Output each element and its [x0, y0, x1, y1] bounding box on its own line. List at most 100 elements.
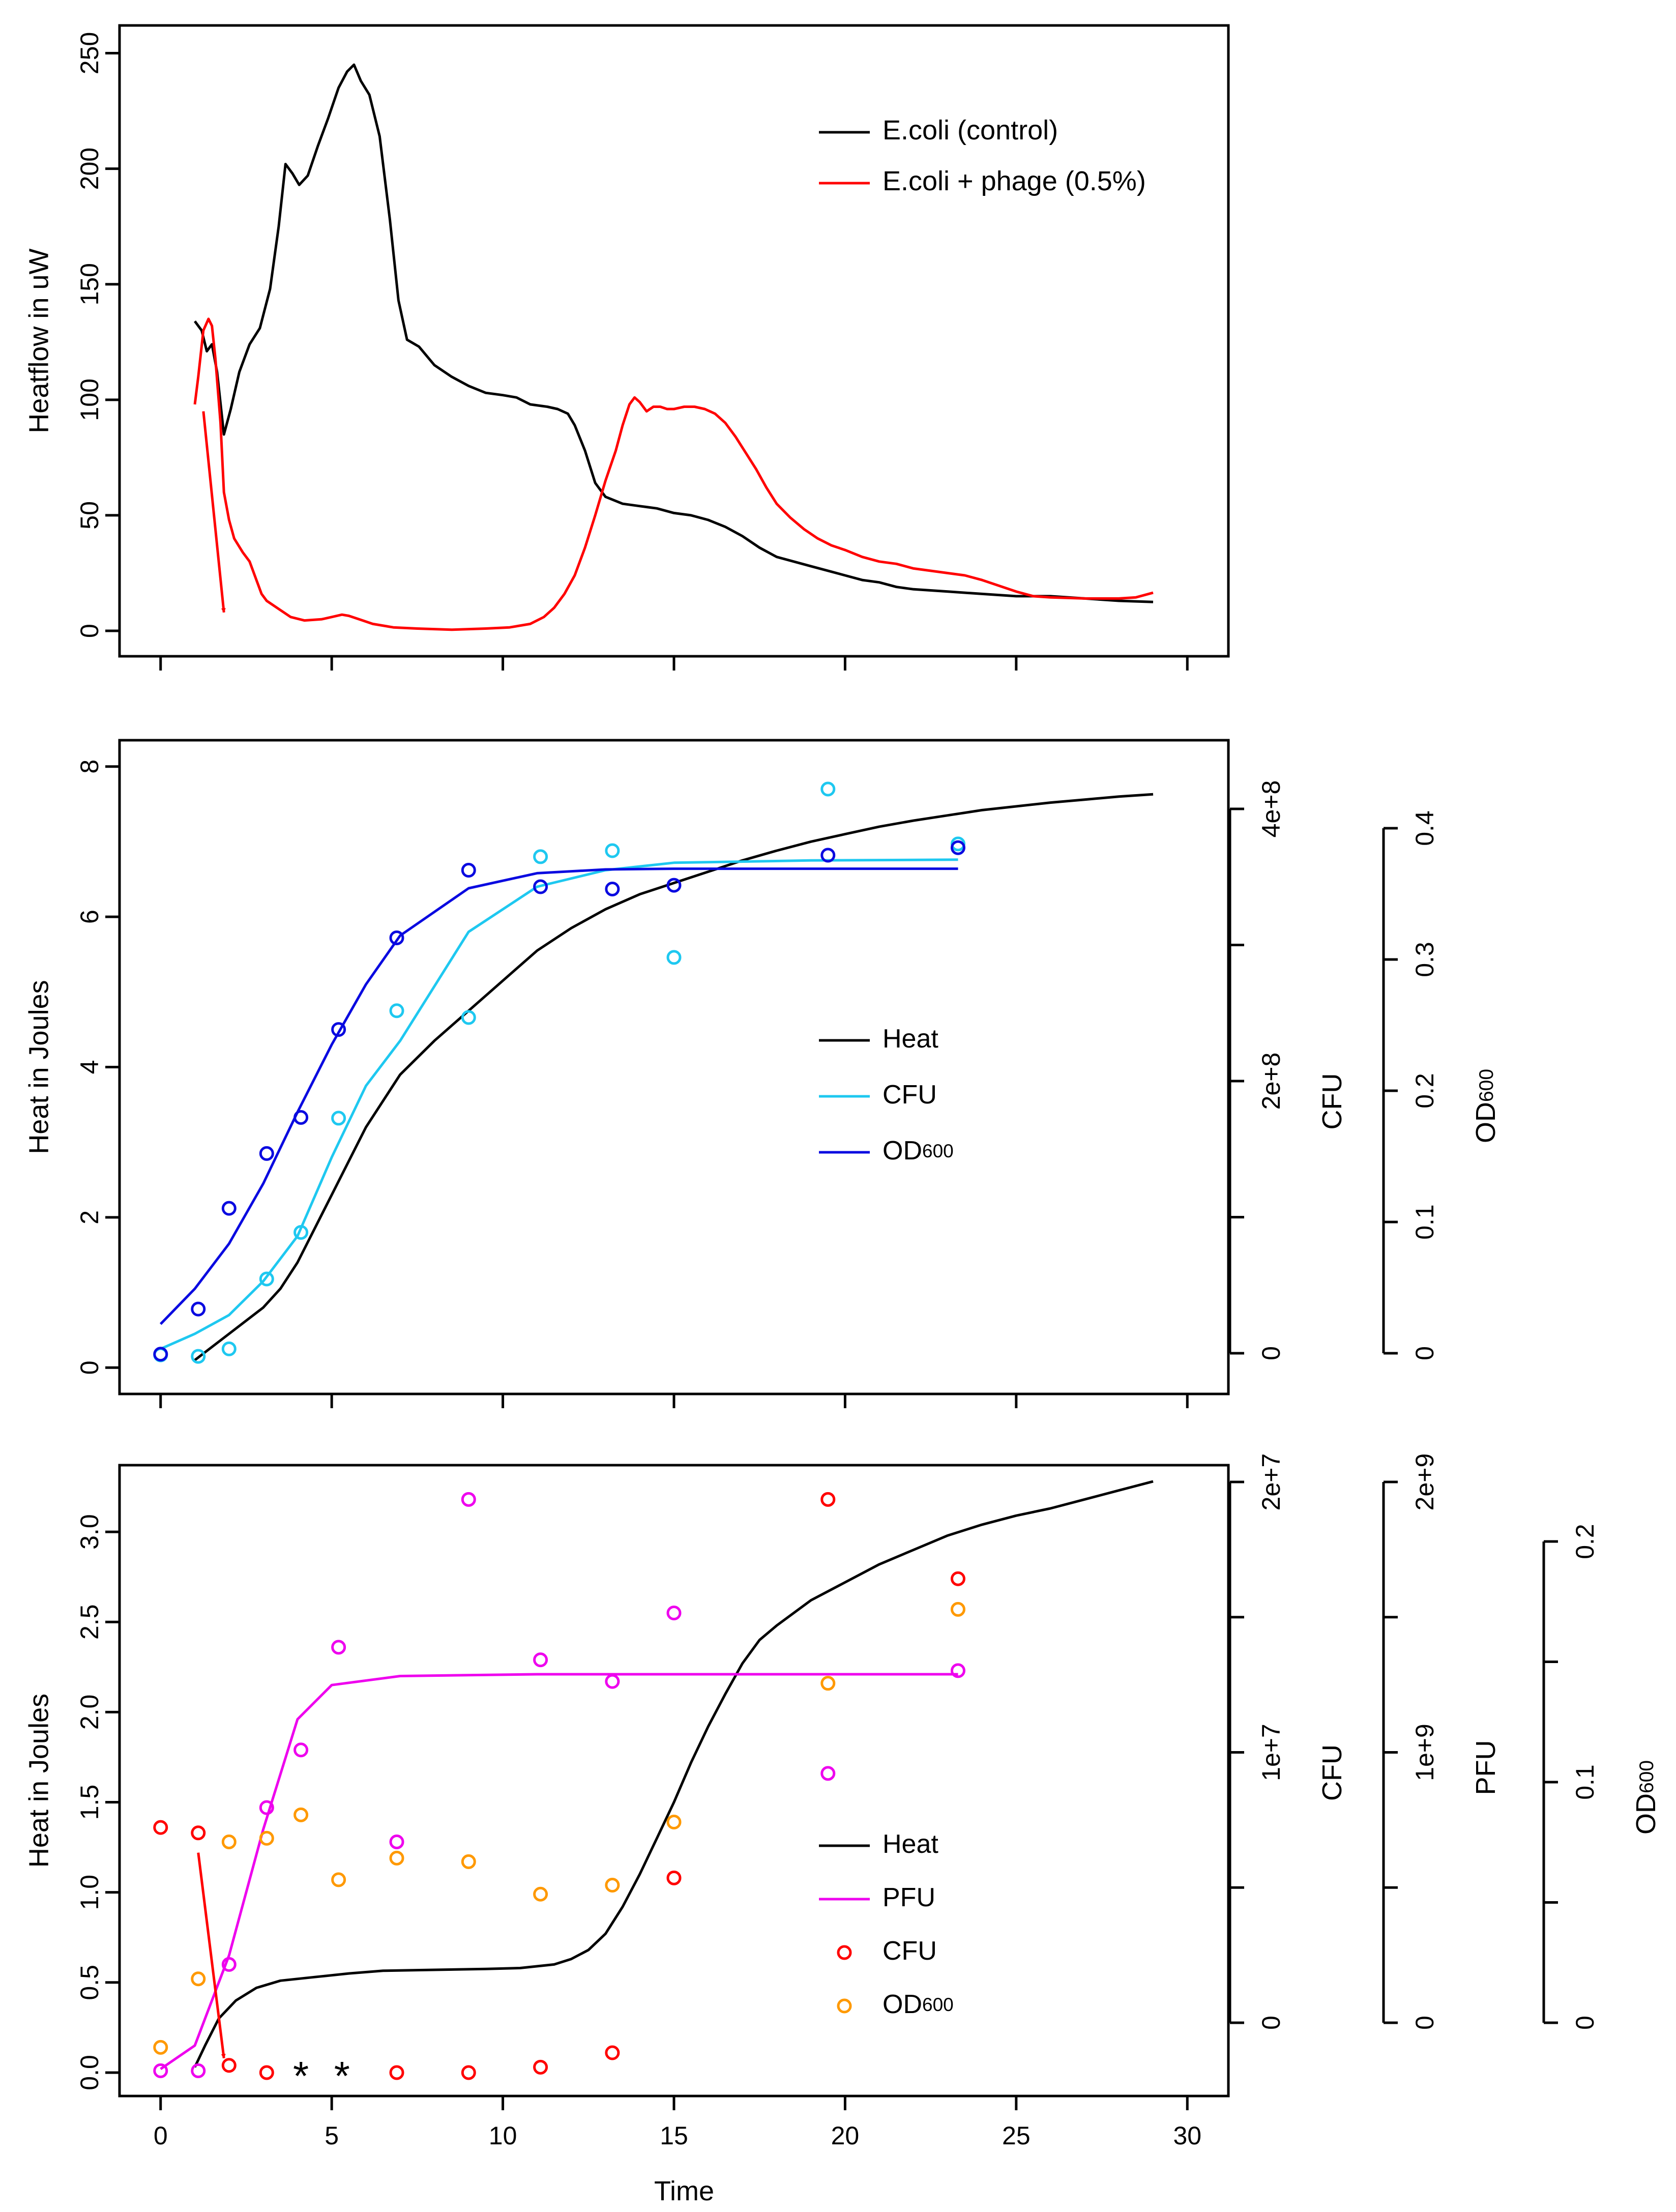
right-axis-tick-label: 2e+9	[1410, 1453, 1439, 1511]
y-tick-label: 2.0	[75, 1695, 104, 1730]
plot-frame	[118, 24, 1230, 658]
right-axis-tick-label: 0.2	[1410, 1073, 1439, 1109]
panel-2: 0 2 4 6 8 Heat in Joules 0 2e+8 4e+8 CFU 0 0.1 0.2 0.…	[23, 739, 1501, 1408]
data-point	[605, 843, 620, 858]
data-point	[389, 930, 404, 945]
series-line	[194, 793, 1154, 1361]
data-point	[293, 1742, 309, 1758]
right-axis-tick-label: 1e+9	[1410, 1724, 1439, 1781]
data-point	[221, 2058, 237, 2073]
data-point	[331, 1111, 346, 1126]
x-tick-label: 15	[660, 2121, 688, 2150]
legend-label: E.coli + phage (0.5%)	[883, 166, 1146, 196]
series-line	[193, 317, 1154, 631]
right-axis-tick-label: 0	[1410, 1346, 1439, 1360]
legend: Heat CFU OD600	[819, 1024, 954, 1166]
series-e-coli-phage-0-5-	[193, 317, 1154, 631]
series-heat	[194, 793, 1154, 1361]
y-tick-label: 1.0	[75, 1875, 104, 1910]
red-arrow	[197, 1852, 226, 2059]
data-point	[605, 1877, 620, 1893]
data-point	[221, 1201, 237, 1216]
data-point	[461, 1492, 476, 1507]
data-point	[820, 1766, 836, 1781]
right-axis-tick-label: 1e+7	[1257, 1724, 1285, 1781]
data-point	[153, 2063, 168, 2078]
legend: Heat PFU CFU OD600	[819, 1829, 954, 2019]
series-line	[159, 867, 958, 1325]
right-axis-tick-label: 0.1	[1410, 1204, 1439, 1240]
red-arrow	[202, 411, 226, 613]
x-tick-label: 10	[489, 2121, 517, 2150]
right-axis-tick-label: 0	[1257, 1346, 1285, 1360]
data-point	[153, 1820, 168, 1835]
asterisk-marker: *	[293, 2053, 309, 2099]
y-axis-label: Heat in Joules	[23, 1694, 54, 1868]
y-tick-label: 50	[75, 501, 104, 530]
right-axis-tick-label: 0.1	[1571, 1764, 1599, 1800]
series-pfu-obs	[153, 1492, 965, 2078]
data-point	[666, 950, 682, 965]
plot-frame	[118, 1464, 1230, 2098]
data-point	[331, 1872, 346, 1887]
panel-1: 0 50 100 150 200 250 Heatflow in uW E.coli (con…	[23, 24, 1230, 671]
y-tick-label: 100	[75, 379, 104, 421]
right-axis-tick-label: 0.2	[1571, 1524, 1599, 1559]
asterisk-marker: *	[334, 2053, 350, 2099]
y-tick-label: 0	[75, 1360, 104, 1375]
data-point	[950, 1571, 965, 1586]
data-point	[293, 1110, 309, 1125]
x-axis-label: Time	[654, 2176, 714, 2206]
x-tick-label: 20	[831, 2121, 860, 2150]
series-line	[160, 858, 958, 1350]
series-od600-obs	[153, 840, 965, 1362]
right-axis-pfu: 0 1e+9 2e+9 PFU	[1382, 1453, 1501, 2030]
y-tick-label: 250	[75, 32, 104, 74]
data-point	[605, 881, 620, 896]
data-point	[666, 1606, 682, 1621]
data-point	[259, 1146, 274, 1161]
right-axis-tick-label: 0	[1571, 2016, 1599, 2030]
data-point	[666, 1870, 682, 1885]
right-axis-label: OD600	[1471, 1069, 1501, 1143]
x-tick-label: 5	[325, 2121, 339, 2150]
right-axis-tick-label: 2e+8	[1257, 1053, 1285, 1110]
y-tick-label: 0.5	[75, 1965, 104, 2000]
data-point	[820, 781, 836, 797]
series-line	[160, 1673, 958, 2070]
series-line	[193, 63, 1154, 603]
data-point	[331, 1022, 346, 1037]
data-point	[605, 2045, 620, 2060]
data-point	[461, 1854, 476, 1869]
data-point	[820, 848, 836, 863]
right-axis-cfu: 0 2e+8 4e+8 CFU	[1228, 780, 1347, 1360]
panel-3: 0 5 10 15 20 25 30 Time 0.0 0.5 1.0 1.5 2.0 2.5 3.0 Hea…	[23, 1453, 1661, 2206]
legend-label: CFU	[883, 1080, 937, 1110]
legend-label: Heat	[883, 1829, 938, 1859]
data-point	[191, 1349, 206, 1364]
data-point	[389, 1003, 404, 1018]
series-od600-obs	[153, 1602, 965, 2055]
right-axis-label: PFU	[1471, 1740, 1501, 1795]
y-tick-label: 0	[75, 624, 104, 638]
right-axis-cfu: 0 1e+7 2e+7 CFU	[1228, 1453, 1347, 2030]
series-e-coli-control-	[193, 63, 1154, 603]
data-point	[153, 2040, 168, 2055]
y-axis-label: Heatflow in uW	[23, 248, 54, 433]
data-point	[666, 1814, 682, 1829]
data-point	[820, 1492, 836, 1507]
data-point	[533, 849, 548, 864]
data-point	[389, 1834, 404, 1849]
data-point	[950, 1663, 965, 1678]
series-heat	[193, 1480, 1154, 2068]
data-point	[221, 1957, 237, 1972]
plot-frame	[118, 739, 1230, 1395]
y-tick-label: 6	[75, 910, 104, 924]
data-point	[191, 1301, 206, 1317]
data-point	[191, 2063, 206, 2078]
series-cfu-obs	[153, 781, 965, 1364]
y-tick-label: 2.5	[75, 1604, 104, 1640]
y-tick-label: 2	[75, 1210, 104, 1225]
data-point	[191, 1825, 206, 1841]
data-point	[820, 1676, 836, 1691]
